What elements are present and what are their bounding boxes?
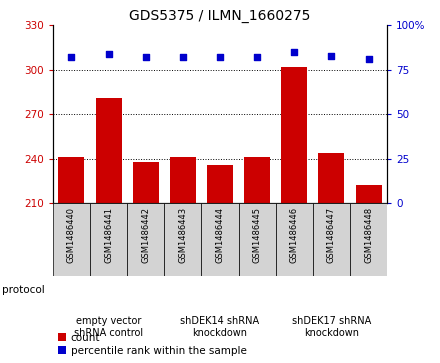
Bar (133, 162, 159, 363)
Bar (127, 203, 164, 276)
Legend: count, percentile rank within the sample: count, percentile rank within the sample (58, 333, 246, 356)
Title: GDS5375 / ILMN_1660275: GDS5375 / ILMN_1660275 (129, 9, 311, 23)
Bar (207, 165, 233, 363)
Point (253, 54, 260, 60)
Text: GSM1486442: GSM1486442 (141, 207, 150, 263)
Text: shDEK17 shRNA
knockdown: shDEK17 shRNA knockdown (292, 315, 371, 338)
Point (216, 54, 224, 60)
Point (180, 54, 187, 60)
Point (105, 51, 112, 57)
Bar (313, 203, 350, 276)
Text: GSM1486445: GSM1486445 (253, 207, 262, 263)
Bar (276, 203, 313, 276)
Point (142, 54, 149, 60)
Point (365, 56, 372, 62)
Text: shDEK14 shRNA
knockdown: shDEK14 shRNA knockdown (180, 315, 260, 338)
Bar (170, 157, 196, 363)
Text: empty vector
shRNA control: empty vector shRNA control (74, 315, 143, 338)
Bar (244, 157, 270, 363)
Bar (202, 203, 238, 276)
Bar (356, 185, 381, 363)
Text: GSM1486440: GSM1486440 (67, 207, 76, 263)
Bar (238, 203, 276, 276)
Bar (350, 203, 387, 276)
Bar (95, 98, 121, 363)
Text: GSM1486446: GSM1486446 (290, 207, 299, 263)
Bar (53, 203, 90, 276)
Text: protocol: protocol (2, 285, 45, 295)
Bar (164, 203, 202, 276)
Text: GSM1486444: GSM1486444 (216, 207, 224, 263)
Bar (319, 153, 345, 363)
Point (291, 49, 298, 55)
Text: GSM1486447: GSM1486447 (327, 207, 336, 263)
Bar (59, 157, 84, 363)
Point (328, 53, 335, 58)
Text: GSM1486448: GSM1486448 (364, 207, 373, 263)
Text: GSM1486443: GSM1486443 (178, 207, 187, 263)
Point (68, 54, 75, 60)
Bar (281, 67, 307, 363)
Bar (90, 203, 127, 276)
Text: GSM1486441: GSM1486441 (104, 207, 113, 263)
